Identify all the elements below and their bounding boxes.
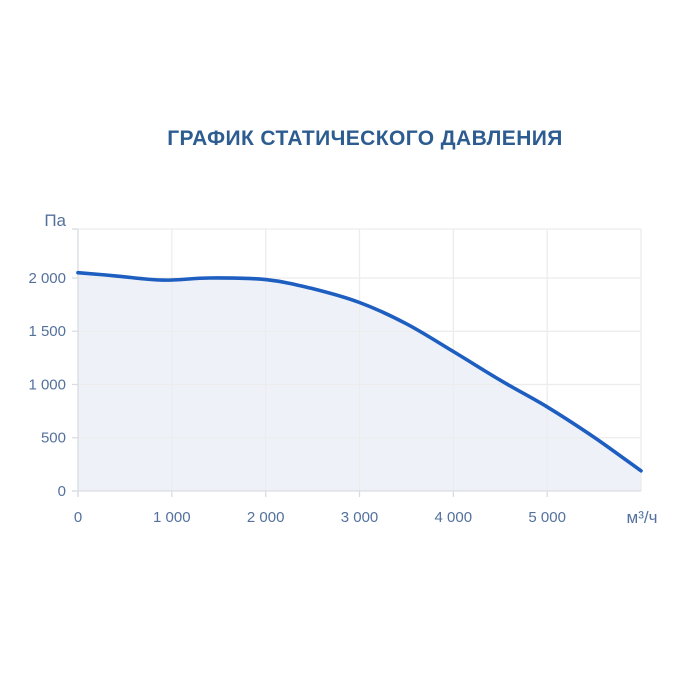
x-tick-label: 0 <box>74 509 82 526</box>
pressure-curve <box>76 270 643 473</box>
x-axis-unit-label: м³/ч <box>627 508 658 527</box>
x-tick-label: 5 000 <box>528 509 566 526</box>
x-tick-label: 1 000 <box>153 509 191 526</box>
chart-title: ГРАФИК СТАТИЧЕСКОГО ДАВЛЕНИЯ <box>167 127 563 150</box>
y-tick-label: 1 500 <box>28 323 66 340</box>
y-tick-label: 1 000 <box>28 376 66 393</box>
x-tick-label: 3 000 <box>341 509 379 526</box>
y-tick-label: 2 000 <box>28 270 66 287</box>
x-tick-label: 2 000 <box>247 509 285 526</box>
y-tick-label: 0 <box>58 483 66 500</box>
x-tick-label: 4 000 <box>435 509 473 526</box>
y-tick-label: 500 <box>41 430 66 447</box>
y-axis-unit-label: Па <box>44 211 66 230</box>
